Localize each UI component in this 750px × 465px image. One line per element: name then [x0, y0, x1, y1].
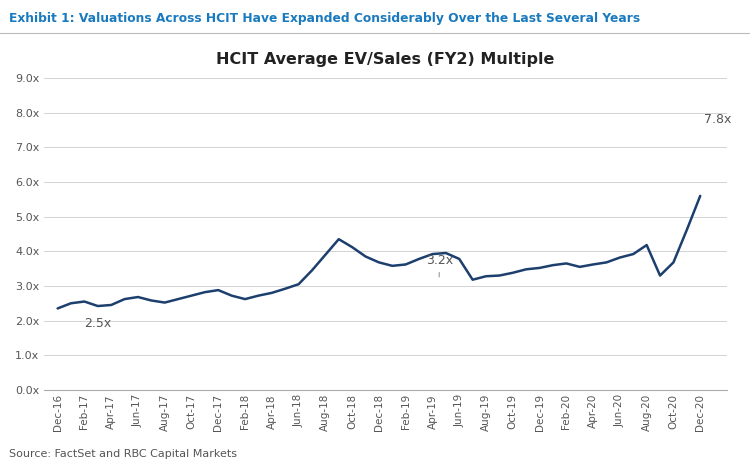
Title: HCIT Average EV/Sales (FY2) Multiple: HCIT Average EV/Sales (FY2) Multiple	[217, 52, 555, 67]
Text: Source: FactSet and RBC Capital Markets: Source: FactSet and RBC Capital Markets	[9, 449, 237, 459]
Text: Exhibit 1: Valuations Across HCIT Have Expanded Considerably Over the Last Sever: Exhibit 1: Valuations Across HCIT Have E…	[9, 12, 640, 25]
Text: 3.2x: 3.2x	[426, 254, 453, 277]
Text: 7.8x: 7.8x	[704, 113, 731, 126]
Text: 2.5x: 2.5x	[85, 317, 112, 330]
